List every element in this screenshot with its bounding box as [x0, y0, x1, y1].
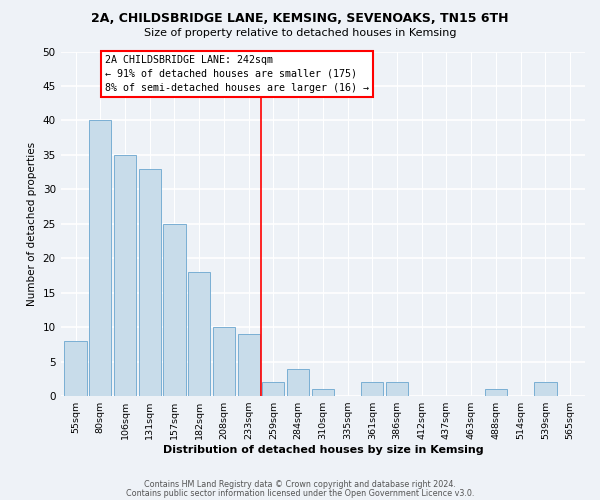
- Bar: [139, 168, 161, 396]
- Bar: [163, 224, 185, 396]
- Bar: [262, 382, 284, 396]
- Bar: [534, 382, 557, 396]
- Bar: [213, 327, 235, 396]
- Bar: [386, 382, 408, 396]
- Bar: [89, 120, 112, 396]
- Bar: [312, 389, 334, 396]
- Bar: [114, 155, 136, 396]
- Bar: [64, 341, 86, 396]
- Bar: [238, 334, 260, 396]
- Y-axis label: Number of detached properties: Number of detached properties: [27, 142, 37, 306]
- Bar: [188, 272, 210, 396]
- X-axis label: Distribution of detached houses by size in Kemsing: Distribution of detached houses by size …: [163, 445, 483, 455]
- Text: 2A, CHILDSBRIDGE LANE, KEMSING, SEVENOAKS, TN15 6TH: 2A, CHILDSBRIDGE LANE, KEMSING, SEVENOAK…: [91, 12, 509, 26]
- Text: Contains HM Land Registry data © Crown copyright and database right 2024.: Contains HM Land Registry data © Crown c…: [144, 480, 456, 489]
- Bar: [361, 382, 383, 396]
- Text: 2A CHILDSBRIDGE LANE: 242sqm
← 91% of detached houses are smaller (175)
8% of se: 2A CHILDSBRIDGE LANE: 242sqm ← 91% of de…: [105, 55, 369, 93]
- Text: Size of property relative to detached houses in Kemsing: Size of property relative to detached ho…: [144, 28, 456, 38]
- Bar: [485, 389, 507, 396]
- Text: Contains public sector information licensed under the Open Government Licence v3: Contains public sector information licen…: [126, 488, 474, 498]
- Bar: [287, 368, 309, 396]
